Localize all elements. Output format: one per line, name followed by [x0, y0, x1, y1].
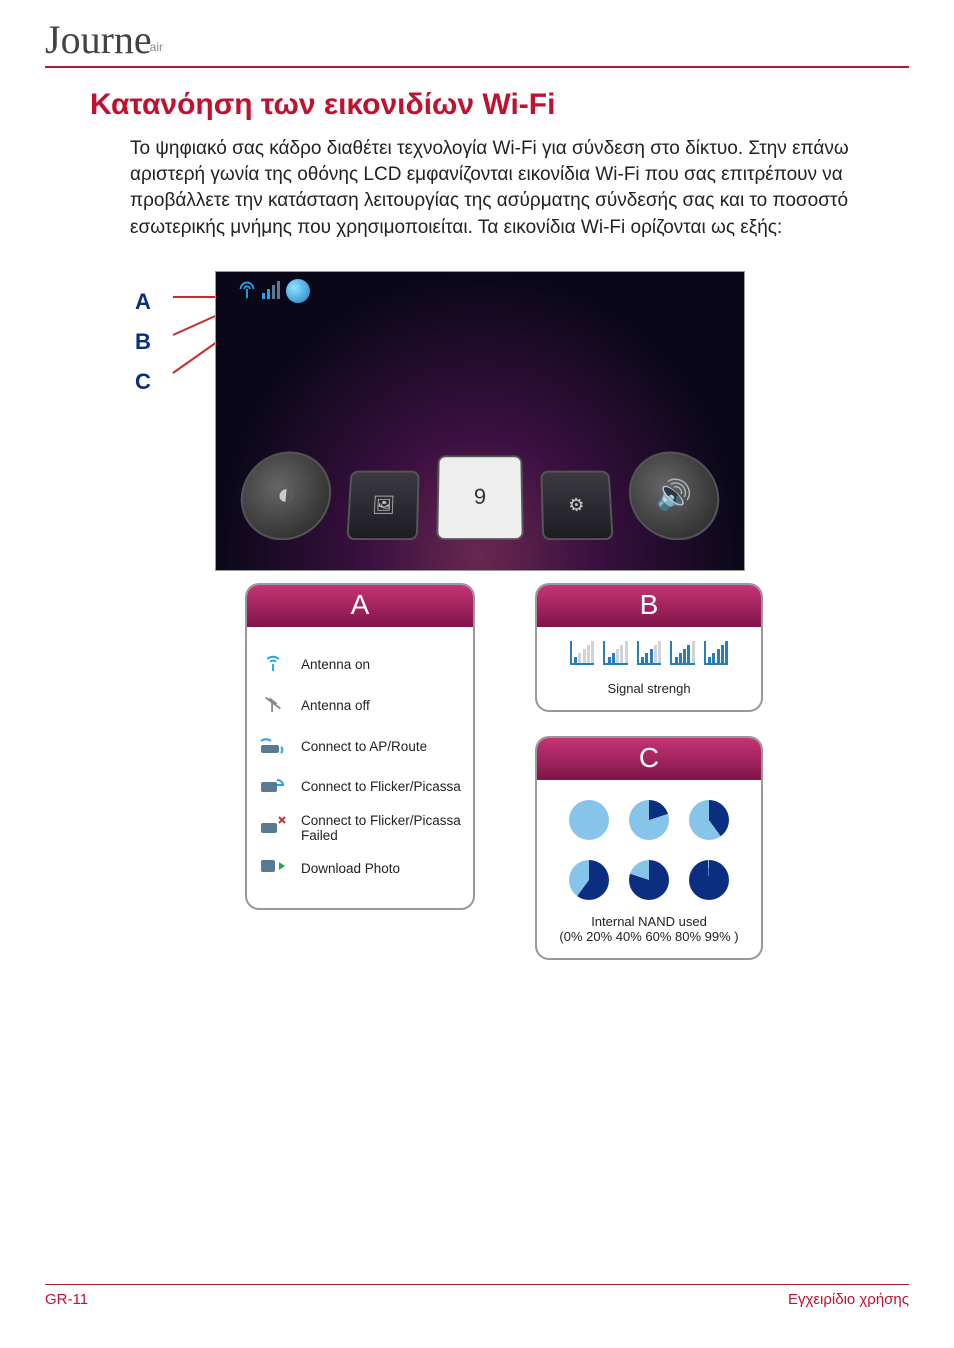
callout-a: A	[135, 289, 151, 315]
legend-label: Antenna off	[301, 698, 370, 713]
menu-tile-left: ◐	[236, 451, 334, 540]
legend-row: Connect to Flicker/Picassa	[257, 774, 463, 799]
menu-tile-photos: 🖼	[346, 471, 419, 541]
cloud-connect-icon	[257, 774, 289, 799]
panel-c-header: C	[537, 738, 761, 780]
panel-a-body: Antenna on Antenna off Connect to AP/Rou…	[247, 627, 473, 908]
nand-label-line2: (0% 20% 40% 60% 80% 99% )	[547, 929, 751, 944]
intro-paragraph: Το ψηφιακό σας κάδρο διαθέτει τεχνολογία…	[130, 136, 899, 241]
signal-bars-icon	[262, 281, 282, 302]
nand-pie-icon	[569, 800, 609, 840]
download-icon	[257, 857, 289, 880]
legend-label: Download Photo	[301, 861, 400, 876]
nand-pie-icon	[689, 860, 729, 900]
legend-label: Connect to Flicker/Picassa Failed	[301, 813, 463, 843]
cloud-fail-icon	[257, 815, 289, 840]
panel-b-header: B	[537, 585, 761, 627]
antenna-on-icon	[257, 651, 289, 678]
callout-c: C	[135, 369, 151, 395]
screenshot-diagram: A B C ◐ 🖼 9 ⚙ 🔊	[185, 271, 745, 571]
legend-label: Connect to Flicker/Picassa	[301, 779, 461, 794]
callout-letters: A B C	[135, 289, 151, 395]
legend-panels: A Antenna on Antenna off Connect to AP/R…	[245, 583, 909, 960]
callout-b: B	[135, 329, 151, 355]
legend-row: Antenna on	[257, 651, 463, 678]
nand-pie-icon	[629, 800, 669, 840]
antenna-off-icon	[257, 692, 289, 719]
signal-bars-icon	[704, 643, 728, 665]
nand-pie-icon	[569, 860, 609, 900]
device-screenshot: ◐ 🖼 9 ⚙ 🔊	[215, 271, 745, 571]
legend-row: Connect to Flicker/Picassa Failed	[257, 813, 463, 843]
menu-tile-calendar: 9	[436, 455, 524, 540]
signal-bars-icon	[603, 643, 627, 665]
signal-bars-icon	[570, 643, 594, 665]
logo-sub: air	[150, 40, 163, 54]
panel-b-body: Signal strengh	[537, 627, 761, 710]
signal-levels-row	[547, 643, 751, 665]
panel-c-body: Internal NAND used (0% 20% 40% 60% 80% 9…	[537, 780, 761, 958]
footer-manual-label: Εγχειρίδιο χρήσης	[788, 1291, 909, 1308]
page-footer: GR-11 Εγχειρίδιο χρήσης	[45, 1284, 909, 1308]
signal-bars-icon	[670, 643, 694, 665]
nand-pie-icon	[629, 860, 669, 900]
panel-a-header: A	[247, 585, 473, 627]
memory-orb-icon	[286, 279, 310, 303]
legend-row: Antenna off	[257, 692, 463, 719]
screenshot-menu-row: ◐ 🖼 9 ⚙ 🔊	[236, 451, 724, 540]
legend-label: Antenna on	[301, 657, 370, 672]
nand-label-line1: Internal NAND used	[547, 914, 751, 929]
logo: Journe air	[45, 20, 909, 68]
menu-tile-right: 🔊	[626, 451, 724, 540]
signal-bars-icon	[637, 643, 661, 665]
antenna-icon	[236, 278, 258, 305]
logo-script: Journe	[45, 20, 152, 60]
legend-row: Connect to AP/Route	[257, 733, 463, 760]
page-title: Κατανόηση των εικονιδίων Wi-Fi	[90, 88, 909, 122]
panel-b: B Signal strengh	[535, 583, 763, 712]
router-icon	[257, 733, 289, 760]
signal-strength-label: Signal strengh	[547, 681, 751, 696]
legend-label: Connect to AP/Route	[301, 739, 427, 754]
screenshot-status-icons	[236, 278, 310, 305]
panel-a: A Antenna on Antenna off Connect to AP/R…	[245, 583, 475, 910]
nand-pies-grid	[547, 800, 751, 900]
nand-pie-icon	[689, 800, 729, 840]
panel-c: C Internal NAND used (0% 20% 40% 60% 80%…	[535, 736, 763, 960]
footer-page-num: GR-11	[45, 1291, 88, 1308]
menu-tile-settings: ⚙	[540, 471, 613, 541]
legend-row: Download Photo	[257, 857, 463, 880]
